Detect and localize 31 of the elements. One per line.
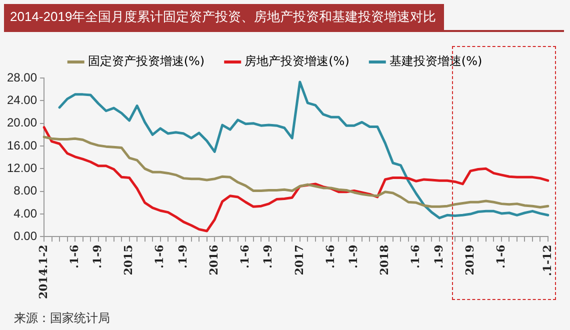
x-tick-label: 2014.1-2: [36, 244, 50, 300]
legend-label: 固定资产投资增速(%): [88, 54, 205, 68]
x-tick-label: .1-6: [238, 244, 252, 268]
y-tick-label: 0.00: [14, 228, 38, 243]
x-tick-label: .1-6: [153, 244, 166, 268]
x-tick-label: 2019: [463, 244, 476, 276]
x-tick-label: .1-6: [324, 244, 337, 268]
y-tick-label: 4.00: [14, 206, 38, 220]
y-tick-label: 24.00: [7, 92, 38, 107]
x-tick-label: 2015: [122, 244, 136, 276]
x-tick-label: .1-6: [68, 244, 81, 268]
x-tick-label: .1-6: [494, 244, 508, 268]
chart-title: 2014-2019年全国月度累计固定资产投资、房地产投资和基建投资增速对比: [4, 4, 444, 30]
x-tick-label: 2017: [292, 244, 306, 276]
y-tick-label: 16.00: [7, 138, 38, 152]
x-tick-label: .1-6: [409, 244, 422, 268]
y-tick-label: 12.00: [7, 160, 38, 175]
x-tick-label: .1-9: [262, 244, 275, 268]
x-tick-label: .1-12: [540, 244, 554, 276]
x-tick-label: .1-9: [347, 244, 360, 268]
y-tick-label: 8.00: [14, 184, 38, 198]
x-tick-label: 2016: [207, 244, 220, 276]
x-tick-label: 2018: [378, 244, 392, 276]
y-tick-label: 28.00: [7, 70, 38, 84]
y-tick-label: 20.00: [7, 116, 38, 130]
x-tick-label: .1-9: [432, 244, 446, 268]
legend-label: 房地产投资增速(%): [244, 54, 350, 68]
source-note: 来源：国家统计局: [14, 310, 110, 327]
x-tick-label: .1-9: [91, 244, 104, 268]
x-tick-label: .1-9: [176, 244, 190, 268]
legend-label: 基建投资增速(%): [389, 54, 482, 68]
